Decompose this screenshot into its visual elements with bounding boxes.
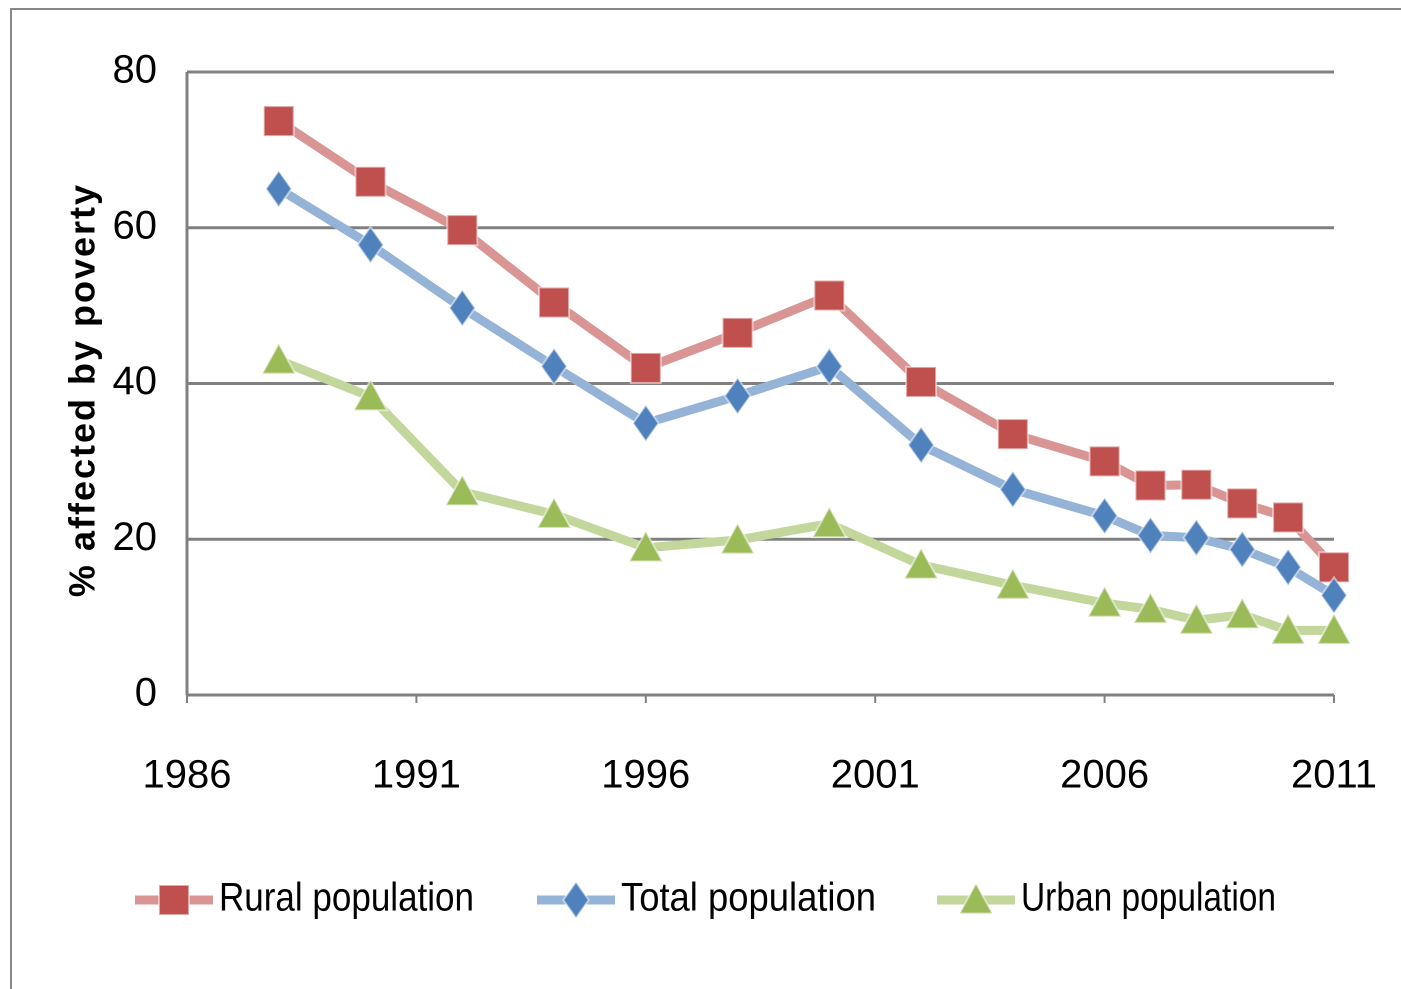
marker — [535, 495, 573, 529]
marker — [627, 529, 664, 563]
marker — [444, 473, 481, 507]
marker — [158, 884, 190, 916]
marker — [264, 169, 293, 209]
marker — [721, 316, 754, 349]
marker — [1315, 611, 1353, 645]
y-tick-label: 40 — [113, 359, 158, 403]
marker — [905, 365, 938, 398]
marker — [907, 425, 936, 465]
marker — [1178, 601, 1215, 635]
y-tick-label: 0 — [135, 671, 157, 715]
marker — [1136, 515, 1165, 556]
series-line — [277, 355, 1334, 635]
marker — [260, 341, 297, 375]
marker — [629, 351, 662, 384]
marker — [562, 880, 590, 920]
legend-item: Urban population — [937, 876, 1276, 920]
marker — [540, 346, 569, 387]
series-line — [276, 184, 1337, 600]
x-tick-label: 1986 — [143, 753, 232, 797]
legend-label: Urban population — [1021, 876, 1276, 920]
marker — [1226, 487, 1259, 520]
marker — [448, 288, 477, 328]
marker — [994, 566, 1032, 600]
marker — [1134, 469, 1167, 502]
marker — [354, 165, 387, 198]
chart-border — [10, 8, 1401, 989]
x-tick-label: 1996 — [601, 753, 690, 797]
marker — [1272, 501, 1305, 534]
legend-label: Total population — [621, 876, 876, 920]
marker — [1090, 496, 1119, 536]
marker — [538, 286, 571, 319]
series-line — [276, 117, 1338, 571]
marker — [815, 346, 844, 387]
marker — [262, 105, 295, 138]
marker — [813, 279, 846, 312]
x-tick-label: 2006 — [1060, 753, 1149, 797]
marker — [723, 376, 752, 416]
marker — [1269, 611, 1307, 645]
x-tick-label: 2001 — [831, 753, 920, 797]
marker — [446, 214, 479, 247]
marker — [902, 546, 940, 580]
marker — [996, 418, 1029, 451]
marker — [1180, 468, 1213, 501]
y-tick-label: 20 — [113, 515, 158, 559]
marker — [356, 225, 385, 265]
legend-item: Rural population — [135, 876, 474, 920]
marker — [1132, 590, 1169, 624]
x-tick-label: 2011 — [1291, 753, 1377, 797]
marker — [1224, 596, 1261, 630]
legend-label: Rural population — [219, 876, 474, 920]
marker — [1088, 445, 1121, 478]
y-axis-label: % affected by poverty — [62, 183, 103, 597]
marker — [998, 469, 1027, 510]
legend-item: Total population — [537, 876, 876, 920]
marker — [352, 378, 389, 412]
marker — [1086, 584, 1123, 618]
marker — [811, 505, 848, 539]
y-tick-label: 80 — [113, 48, 158, 92]
marker — [957, 881, 995, 915]
y-tick-label: 60 — [113, 203, 158, 247]
marker — [631, 403, 660, 443]
marker — [1228, 529, 1257, 570]
marker — [719, 521, 756, 555]
marker — [1182, 517, 1211, 558]
x-tick-label: 1991 — [372, 753, 461, 797]
marker — [1274, 547, 1303, 588]
